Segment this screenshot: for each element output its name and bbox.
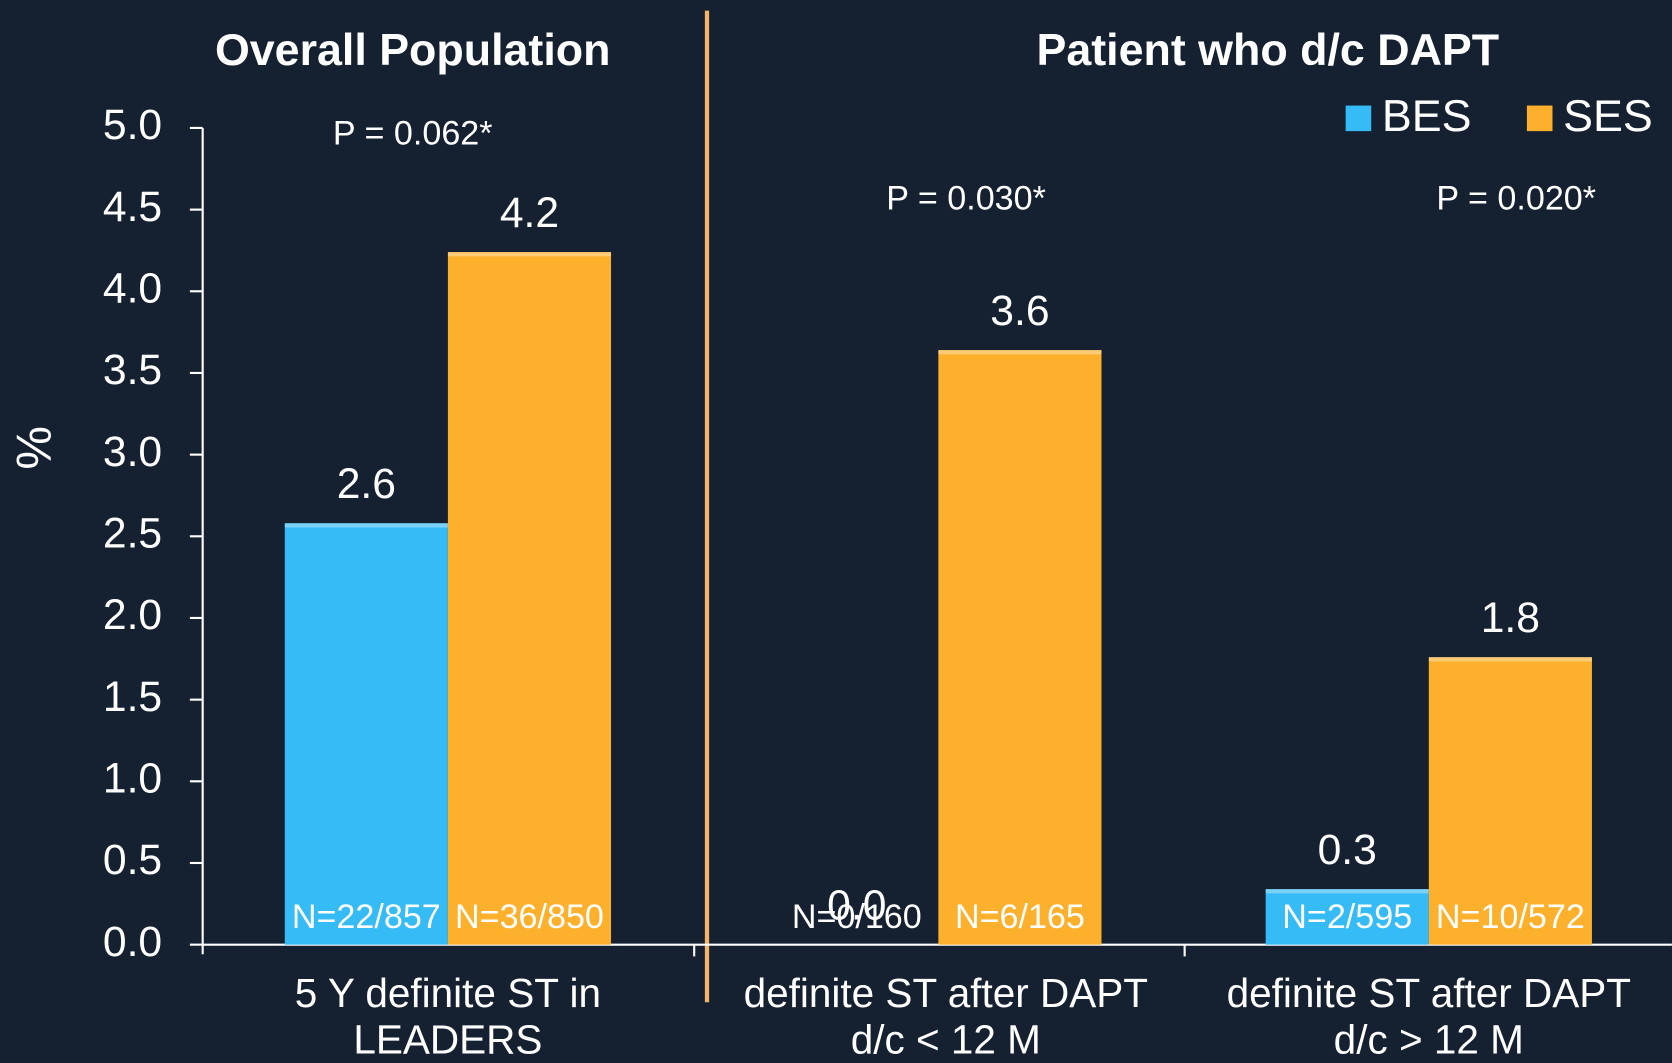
y-tick-label: 1.5 — [103, 673, 162, 721]
value-label: 1.8 — [1481, 594, 1540, 642]
y-tick-label: 2.0 — [103, 591, 162, 639]
p-value-label: P = 0.030* — [886, 179, 1046, 217]
y-axis-label: % — [7, 426, 61, 470]
section-title: Overall Population — [215, 25, 611, 75]
x-tick-label: 5 Y definite ST in LEADERS — [295, 970, 601, 1063]
x-tick-label: definite ST after DAPT d/c < 12 M — [744, 970, 1148, 1063]
bar-bevel — [447, 252, 612, 257]
x-tick-label: definite ST after DAPT d/c > 12 M — [1227, 970, 1631, 1063]
bar-bevel — [284, 523, 448, 528]
legend-label: BES — [1382, 91, 1472, 141]
legend-label: SES — [1563, 91, 1653, 141]
bar — [1265, 889, 1429, 945]
y-tick-label: 3.0 — [103, 428, 162, 476]
n-label: N=2/595 — [1282, 898, 1412, 936]
y-tick-label: 3.5 — [103, 346, 162, 394]
bar — [1428, 657, 1592, 945]
y-tick-label: 1.0 — [103, 755, 162, 803]
p-value-label: P = 0.020* — [1436, 179, 1596, 217]
value-label: 0.3 — [1318, 826, 1377, 874]
legend-swatch — [1345, 105, 1372, 132]
bar — [447, 252, 612, 945]
n-label: N=0/160 — [792, 898, 922, 936]
bar-bevel — [1428, 657, 1592, 662]
value-label: 3.6 — [990, 287, 1049, 335]
n-label: N=10/572 — [1436, 898, 1585, 936]
bar-bevel — [1265, 889, 1429, 894]
legend-swatch — [1526, 105, 1553, 132]
p-value-label: P = 0.062* — [333, 114, 493, 152]
value-label: 4.2 — [500, 189, 559, 237]
bar — [938, 350, 1102, 945]
y-tick-label: 0.0 — [103, 918, 162, 966]
n-label: N=36/850 — [455, 898, 604, 936]
bar-bevel — [938, 350, 1102, 355]
y-tick-label: 4.0 — [103, 265, 162, 313]
y-tick-label: 4.5 — [103, 183, 162, 231]
y-tick-label: 2.5 — [103, 510, 162, 558]
y-tick-label: 0.5 — [103, 836, 162, 884]
section-title: Patient who d/c DAPT — [1037, 25, 1500, 75]
y-tick-label: 5.0 — [103, 101, 162, 149]
n-label: N=6/165 — [955, 898, 1085, 936]
value-label: 2.6 — [337, 460, 396, 508]
value-label: 0.0 — [827, 882, 886, 930]
bar — [284, 523, 448, 945]
n-label: N=22/857 — [292, 898, 441, 936]
